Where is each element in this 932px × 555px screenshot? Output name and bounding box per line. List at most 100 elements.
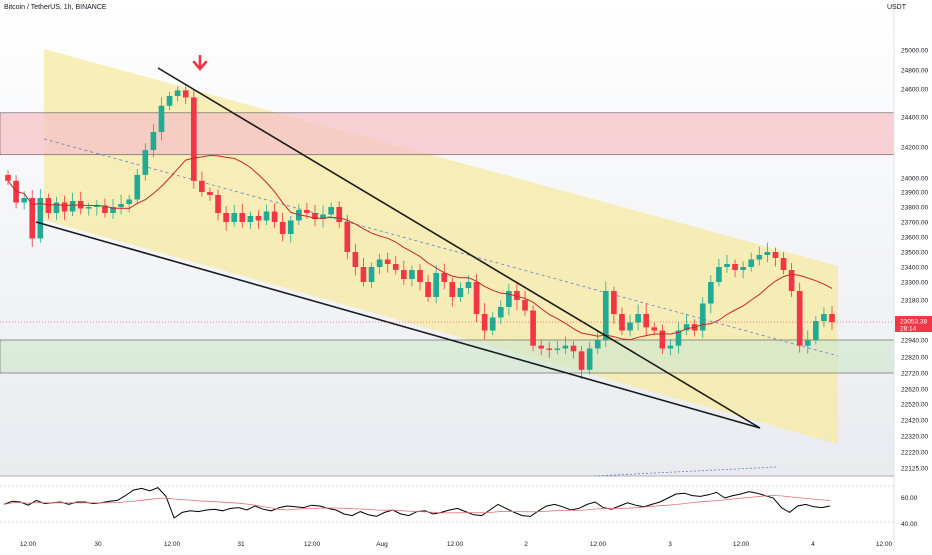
y-tick-label: 23300.00 (901, 280, 928, 287)
candle-body (69, 201, 76, 212)
candle-body (716, 267, 722, 282)
y-tick-label: 22420.00 (901, 418, 928, 425)
candle-body (788, 270, 795, 291)
candle-body (247, 216, 254, 222)
x-tick-label: 12:00 (447, 541, 464, 548)
y-tick-label: 22720.00 (901, 371, 928, 378)
chart-title: Bitcoin / TetherUS, 1h, BINANCE (4, 4, 107, 11)
candle-body (554, 348, 561, 350)
candle-body (279, 222, 286, 234)
candle-body (110, 207, 116, 213)
candle-body (683, 324, 690, 331)
candle-body (457, 288, 464, 297)
resistance-zone (0, 112, 895, 156)
candle-body (150, 132, 157, 151)
x-tick-label: 4 (811, 541, 815, 548)
candle-body (320, 214, 326, 219)
y-tick-label: 24400.00 (901, 115, 928, 122)
candle-body (602, 291, 609, 340)
candle-body (417, 270, 423, 282)
y-tick-label: 22520.00 (901, 402, 928, 409)
candle-body (199, 180, 205, 192)
y-tick-label: 24600.00 (901, 87, 928, 94)
x-tick-label: 12:00 (304, 541, 321, 548)
candle-body (538, 345, 545, 349)
candle-body (804, 340, 811, 346)
rsi-tick-label: 40.00 (901, 521, 918, 528)
candle-body (449, 282, 456, 297)
y-tick-label: 22820.00 (901, 355, 928, 362)
candle-body (659, 330, 666, 349)
candle-body (546, 348, 553, 350)
x-tick-label: Aug (376, 541, 388, 548)
candle-body (231, 213, 238, 222)
candle-body (796, 291, 803, 346)
candle-body (271, 211, 278, 222)
candle-body (182, 90, 189, 98)
candle-body (37, 198, 44, 239)
candle-body (611, 291, 617, 314)
current-price-label: 23053.38 (900, 319, 927, 326)
candle-body (384, 259, 391, 264)
current-price-badge (895, 316, 932, 333)
moving-average-line (7, 154, 833, 341)
candle-body (724, 264, 730, 267)
rsi-tick-label: 60.00 (901, 495, 918, 502)
down-arrow-icon (192, 54, 208, 71)
y-tick-label: 24000.00 (901, 176, 928, 183)
candle-body (578, 351, 585, 370)
candle-body (53, 202, 60, 213)
candle-body (409, 270, 415, 279)
candle-body (376, 259, 383, 267)
x-tick-label: 12:00 (733, 541, 750, 548)
candle-body (287, 220, 294, 234)
y-tick-label: 23900.00 (901, 190, 928, 197)
candle-body (118, 204, 124, 207)
candle-body (312, 213, 318, 219)
candle-body (651, 327, 658, 331)
candle-body (166, 96, 173, 106)
candle-body (530, 310, 536, 346)
x-tick-label: 31 (237, 541, 245, 548)
y-tick-label: 22940.00 (901, 338, 928, 345)
support-zone (0, 339, 895, 374)
y-tick-label: 23800.00 (901, 205, 928, 212)
candle-body (392, 264, 399, 270)
candle-body (489, 317, 496, 331)
candle-body (134, 174, 141, 200)
countdown-label: 28:14 (900, 326, 917, 333)
candle-body (522, 300, 528, 311)
candle-body (255, 216, 262, 221)
candle-body (732, 264, 738, 270)
y-tick-label: 25000.00 (901, 48, 928, 55)
candle-body (215, 195, 221, 213)
price-axis (894, 0, 932, 550)
y-tick-label: 22125.00 (901, 466, 928, 473)
candle-body (675, 330, 682, 346)
candle-body (764, 252, 771, 255)
candle-body (570, 345, 577, 352)
y-tick-label: 22220.00 (901, 450, 928, 457)
candle-body (207, 192, 213, 195)
y-tick-label: 23700.00 (901, 220, 928, 227)
candle-body (61, 202, 68, 212)
candle-body (401, 270, 407, 279)
candle-body (667, 345, 674, 349)
y-tick-label: 22320.00 (901, 434, 928, 441)
candle-body (85, 207, 92, 209)
candle-body (433, 273, 439, 297)
rsi-line (3, 487, 831, 519)
candle-body (239, 213, 246, 222)
candle-body (174, 90, 181, 96)
y-tick-label: 23600.00 (901, 235, 928, 242)
candle-body (368, 267, 375, 282)
candle-body (441, 273, 448, 282)
candle-body (829, 314, 835, 323)
candle-body (635, 314, 641, 323)
candle-body (158, 105, 165, 132)
y-tick-label: 24200.00 (901, 145, 928, 152)
candle-body (360, 267, 367, 282)
candle-body (699, 303, 706, 331)
candle-body (594, 340, 601, 349)
